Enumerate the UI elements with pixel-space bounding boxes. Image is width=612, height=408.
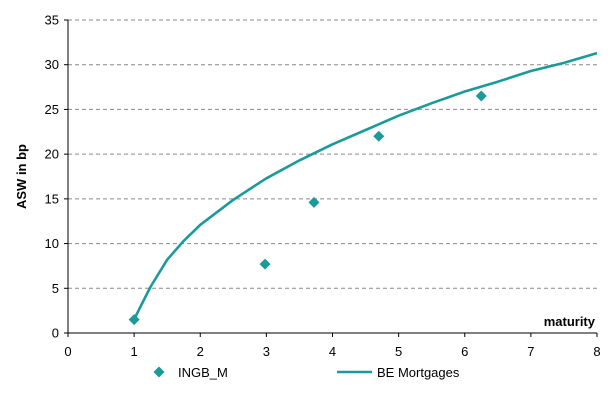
x-tick-label: 4	[329, 344, 336, 359]
data-point-ingb-m	[128, 314, 140, 326]
x-tick-label: 3	[263, 344, 270, 359]
axes: 0 5 10 15 20 25 30 35 0 1 2 3 4 5 6 7 8	[45, 13, 601, 360]
legend-label-ingb-m: INGB_M	[178, 365, 228, 380]
y-tick-label: 15	[45, 191, 59, 206]
y-tick-label: 30	[45, 57, 59, 72]
data-point-ingb-m	[259, 258, 271, 270]
x-tick-label: 6	[461, 344, 468, 359]
y-tick-label: 20	[45, 147, 59, 162]
x-axis-title: maturity	[544, 314, 596, 329]
y-tick-label: 5	[52, 281, 59, 296]
y-tick-label: 0	[52, 326, 59, 341]
y-tick-label: 25	[45, 102, 59, 117]
legend-marker-ingb-m	[153, 366, 165, 378]
x-tick-label: 8	[593, 344, 600, 359]
legend: INGB_M BE Mortgages	[153, 365, 460, 380]
series-line-be-mortgages	[132, 51, 598, 321]
y-tick-label: 35	[45, 13, 59, 28]
x-tick-label: 7	[527, 344, 534, 359]
x-tick-label: 1	[131, 344, 138, 359]
x-tick-label: 5	[395, 344, 402, 359]
data-point-ingb-m	[373, 130, 385, 142]
data-point-ingb-m	[475, 90, 487, 102]
x-tick-label: 2	[197, 344, 204, 359]
x-tick-label: 0	[64, 344, 71, 359]
series	[128, 51, 598, 326]
data-point-ingb-m	[308, 196, 320, 208]
legend-label-be-mortgages: BE Mortgages	[377, 365, 460, 380]
y-axis-title: ASW in bp	[14, 144, 29, 209]
y-tick-label: 10	[45, 236, 59, 251]
grid	[68, 19, 597, 289]
